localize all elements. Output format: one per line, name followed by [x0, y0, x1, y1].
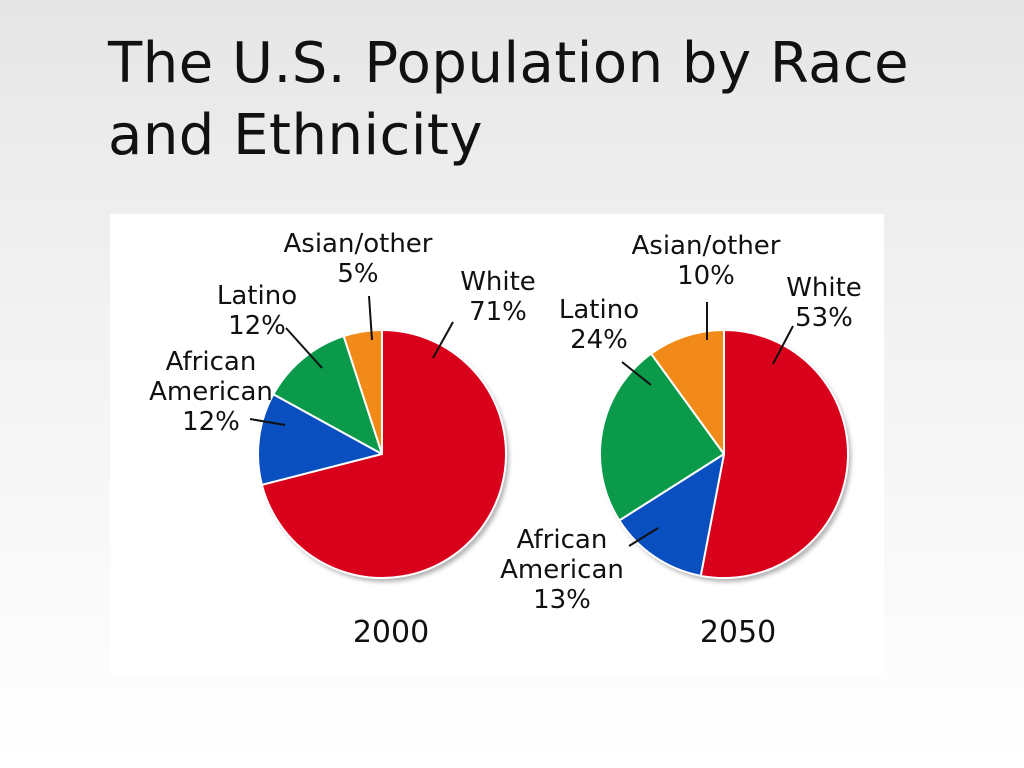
- slice-white-2050: [699, 329, 849, 579]
- slice-label-line: Latino: [559, 295, 639, 325]
- slice-label-line: Latino: [217, 281, 297, 311]
- slice-label-line: Asian/other: [284, 229, 433, 259]
- leader-line-latino: [285, 327, 323, 369]
- slice-label-line: 5%: [337, 259, 378, 289]
- slice-label-line: White: [786, 273, 862, 303]
- slice-label-line: 12%: [182, 407, 240, 437]
- slide-title: The U.S. Population by Race and Ethnicit…: [108, 28, 1008, 172]
- slide-title-line2: and Ethnicity: [108, 103, 483, 168]
- leader-line-asian-other: [368, 295, 373, 341]
- year-label-2000: 2000: [353, 615, 429, 650]
- slice-label-african-american: African American 13%: [500, 525, 624, 615]
- slice-label-line: American: [149, 377, 273, 407]
- slice-label-white: White 71%: [460, 267, 536, 327]
- slice-label-white: White 53%: [786, 273, 862, 333]
- slice-label-line: 53%: [795, 303, 853, 333]
- slice-label-line: 24%: [570, 325, 628, 355]
- slice-label-line: African: [166, 347, 257, 377]
- pie-2050: White 53%African American 13%Latino 24%Asian…: [500, 231, 862, 650]
- slice-label-line: 13%: [533, 585, 591, 615]
- pie-charts: White 71%African American 12%Latino 12%Asian…: [149, 229, 862, 650]
- slice-african-american-2050: [618, 453, 725, 577]
- leader-line-white: [772, 325, 794, 365]
- slice-label-line: African: [517, 525, 608, 555]
- slice-african-american-2000: [257, 393, 383, 486]
- slice-label-african-american: African American 12%: [149, 347, 273, 437]
- leader-line-white: [432, 321, 454, 359]
- slice-label-line: White: [460, 267, 536, 297]
- slice-latino-2000: [272, 335, 383, 455]
- pie-2000: White 71%African American 12%Latino 12%Asian…: [149, 229, 536, 650]
- slice-label-latino: Latino 12%: [217, 281, 297, 341]
- slice-label-line: American: [500, 555, 624, 585]
- slice-label-asian-other: Asian/other 5%: [284, 229, 433, 289]
- slice-asian-other-2050: [650, 329, 725, 455]
- leader-line-african-american: [249, 418, 286, 426]
- slice-white-2000: [260, 329, 507, 579]
- slice-label-line: 12%: [228, 311, 286, 341]
- slice-label-asian-other: Asian/other 10%: [632, 231, 781, 291]
- slide-title-line1: The U.S. Population by Race: [108, 31, 910, 96]
- slice-label-line: 71%: [469, 297, 527, 327]
- slice-latino-2050: [599, 352, 725, 522]
- chart-panel: White 71% African American 12% Latino 12% Asian…: [110, 214, 884, 676]
- slice-label-line: Asian/other: [632, 231, 781, 261]
- year-label-2050: 2050: [700, 615, 776, 650]
- slice-label-line: 10%: [677, 261, 735, 291]
- leader-line-african-american: [628, 527, 659, 547]
- leader-line-latino: [621, 361, 652, 386]
- slice-label-latino: Latino 24%: [559, 295, 639, 355]
- slice-asian-other-2000: [342, 329, 383, 455]
